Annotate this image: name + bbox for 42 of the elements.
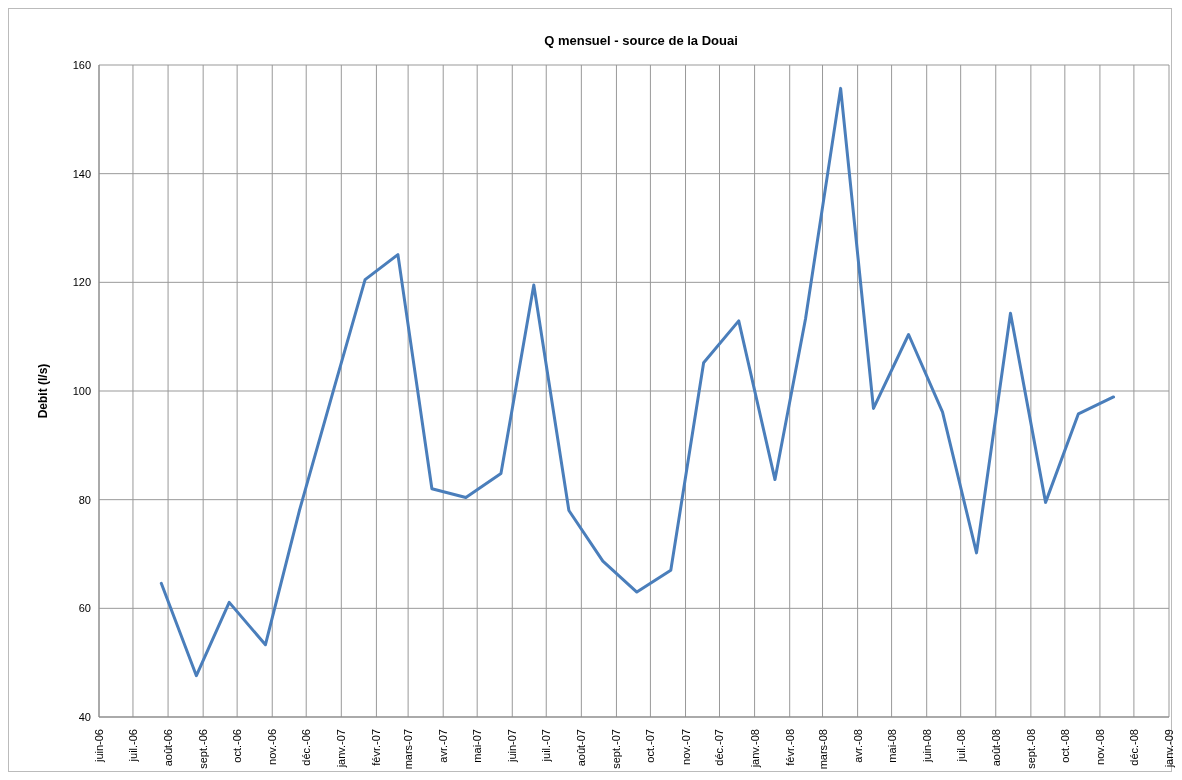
y-tick-label: 120 <box>72 276 91 289</box>
x-tick-label: oct.-08 <box>1058 729 1071 763</box>
y-tick-label: 100 <box>72 384 91 397</box>
x-tick-label: mars-08 <box>816 729 829 770</box>
x-tick-label: avr.-08 <box>851 729 864 763</box>
x-tick-label: mai-07 <box>471 729 484 763</box>
x-tick-label: juin-06 <box>93 729 105 764</box>
x-tick-label: juin-08 <box>920 729 933 764</box>
x-tick-label: janv.-08 <box>748 729 761 769</box>
y-tick-label: 160 <box>72 58 91 71</box>
x-tick-label: juil.-06 <box>126 729 139 763</box>
x-tick-label: déc.-07 <box>713 729 726 766</box>
y-tick-label: 80 <box>78 493 91 506</box>
x-tick-label: mai-08 <box>885 729 898 763</box>
x-tick-label: oct.-07 <box>644 729 657 763</box>
x-tick-label: févr.-07 <box>370 729 383 766</box>
x-tick-label: juin-07 <box>506 729 519 764</box>
x-tick-label: avr.-07 <box>437 729 450 763</box>
x-tick-label: déc.-06 <box>300 729 313 766</box>
x-tick-label: août-06 <box>162 729 175 767</box>
x-tick-label: sept.-06 <box>197 729 210 769</box>
x-tick-label: janv.-09 <box>1163 729 1175 769</box>
x-tick-label: sept.-08 <box>1024 729 1037 769</box>
x-tick-label: sept.-07 <box>610 729 623 769</box>
x-tick-label: juil.-08 <box>954 729 967 763</box>
x-tick-label: juil.-07 <box>540 729 553 763</box>
y-tick-label: 60 <box>78 602 91 615</box>
x-tick-label: août-07 <box>575 729 588 767</box>
line-series <box>159 86 1116 678</box>
chart-title: Q mensuel - source de la Douai <box>543 33 739 48</box>
x-tick-label: nov.-07 <box>679 729 692 765</box>
x-tick-label: nov.-06 <box>266 729 279 765</box>
x-tick-label: août-08 <box>989 729 1002 767</box>
x-tick-label: déc.-08 <box>1127 729 1140 766</box>
y-axis-title: Debit (l/s) <box>36 363 51 419</box>
x-tick-label: oct.-06 <box>231 729 244 763</box>
y-tick-label: 140 <box>72 167 91 180</box>
x-tick-label: janv.-07 <box>335 729 348 769</box>
y-tick-label: 40 <box>78 710 91 723</box>
x-tick-label: mars-07 <box>402 729 415 770</box>
x-tick-label: nov.-08 <box>1093 729 1106 765</box>
x-tick-label: févr.-08 <box>783 729 796 766</box>
